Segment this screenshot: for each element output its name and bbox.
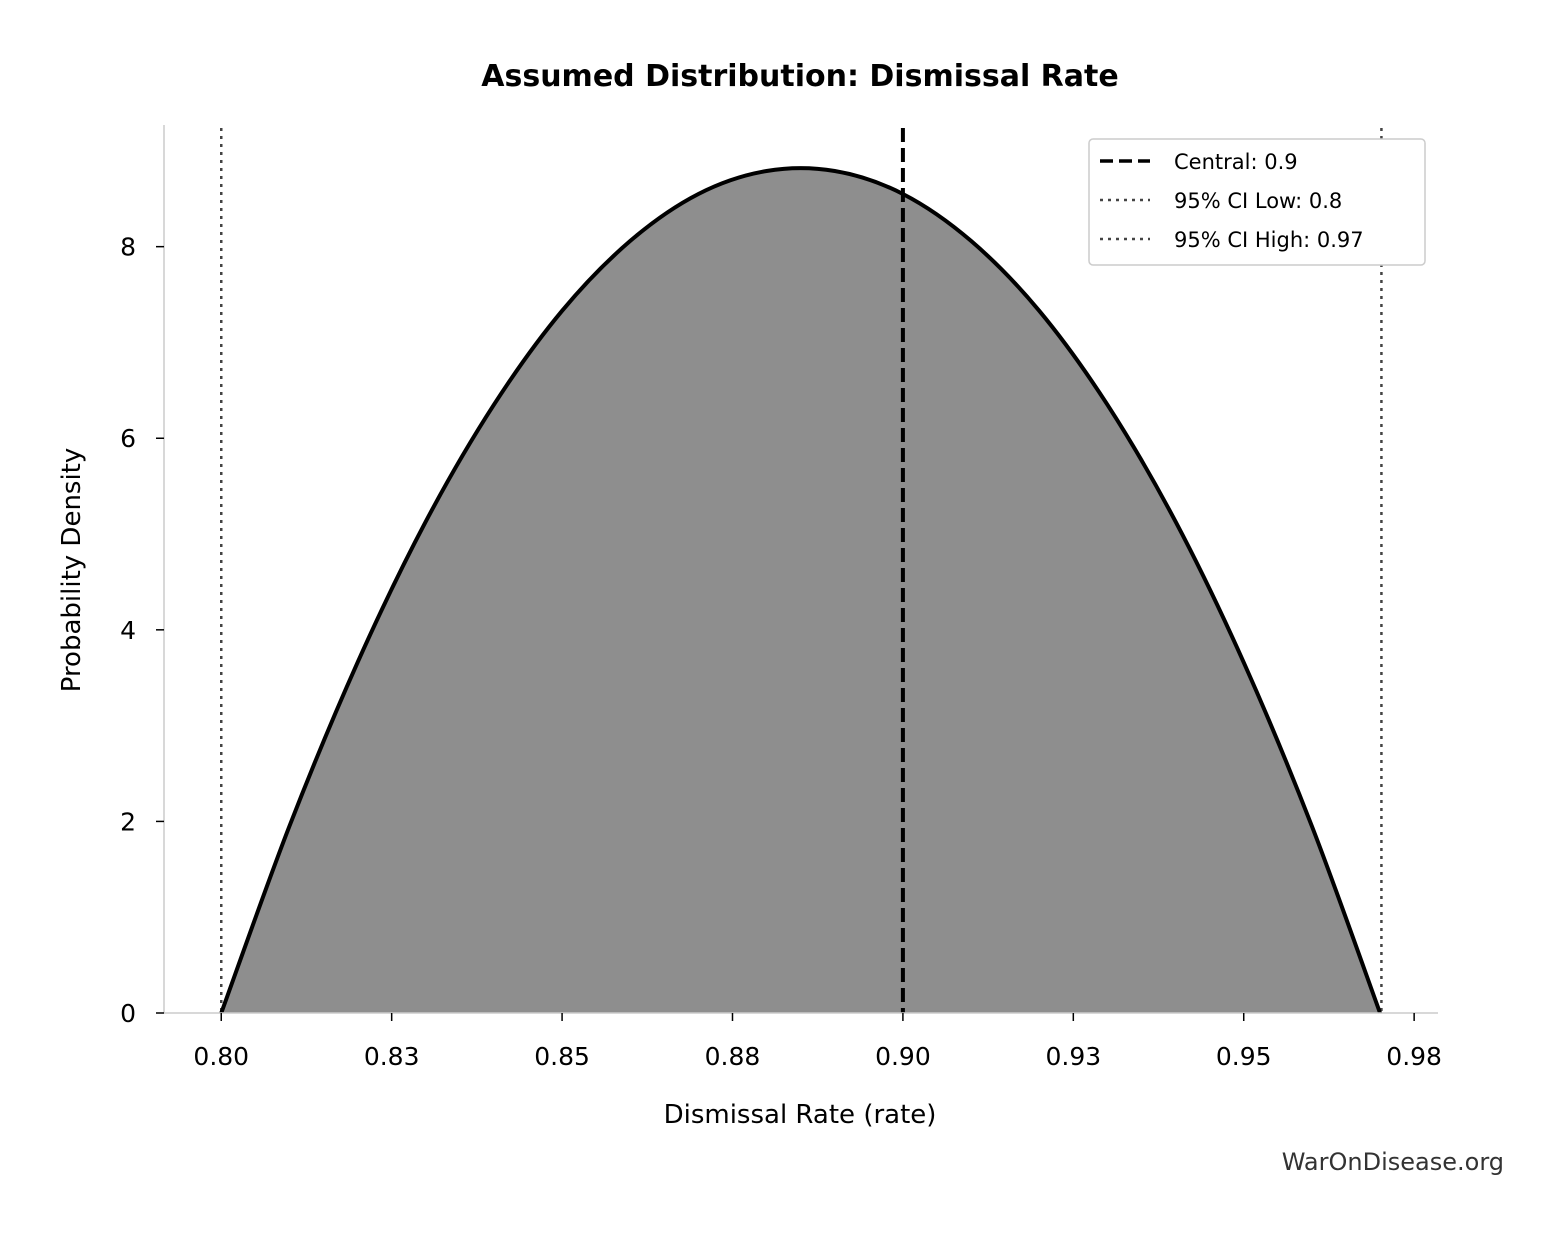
x-axis-label: Dismissal Rate (rate) (664, 1100, 937, 1130)
legend-ci-low: 95% CI Low: 0.8 (1174, 189, 1342, 213)
y-axis-label: Probability Density (57, 448, 87, 693)
legend-box (1088, 138, 1426, 266)
x-tick-label: 0.85 (534, 1042, 590, 1071)
y-tick-label: 6 (120, 424, 136, 453)
y-tick-label: 8 (120, 233, 136, 262)
x-ticks: 0.80 0.83 0.85 0.88 0.90 0.93 0.95 0.98 (193, 1013, 1442, 1071)
chart-title: Assumed Distribution: Dismissal Rate (481, 59, 1118, 94)
x-tick-label: 0.90 (875, 1042, 931, 1071)
x-tick-label: 0.93 (1045, 1042, 1101, 1071)
y-ticks: 0 2 4 6 8 (120, 233, 164, 1028)
density-curve (219, 166, 1382, 1014)
x-tick-label: 0.98 (1386, 1042, 1442, 1071)
legend: Central: 0.9 95% CI Low: 0.8 95% CI High… (1088, 138, 1426, 266)
x-tick-label: 0.88 (705, 1042, 761, 1071)
watermark: WarOnDisease.org (1282, 1148, 1504, 1176)
legend-ci-high: 95% CI High: 0.97 (1174, 228, 1364, 252)
x-tick-label: 0.80 (193, 1042, 249, 1071)
plot-area (219, 128, 1383, 1014)
legend-central: Central: 0.9 (1174, 150, 1298, 174)
x-tick-label: 0.83 (364, 1042, 420, 1071)
x-tick-label: 0.95 (1216, 1042, 1272, 1071)
y-tick-label: 0 (120, 999, 136, 1028)
y-tick-label: 2 (120, 807, 136, 836)
density-fill (221, 168, 1381, 1013)
y-tick-label: 4 (120, 616, 136, 645)
